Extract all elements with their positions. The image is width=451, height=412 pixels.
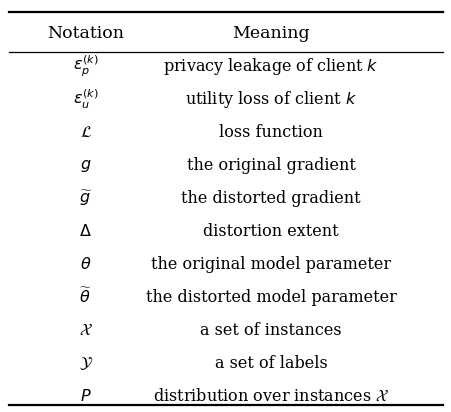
Text: $\Delta$: $\Delta$ bbox=[79, 223, 92, 240]
Text: distribution over instances $\mathcal{X}$: distribution over instances $\mathcal{X}… bbox=[153, 388, 388, 405]
Text: the distorted model parameter: the distorted model parameter bbox=[145, 289, 396, 306]
Text: $\widetilde{g}$: $\widetilde{g}$ bbox=[79, 189, 92, 208]
Text: the original model parameter: the original model parameter bbox=[151, 256, 391, 273]
Text: Meaning: Meaning bbox=[232, 25, 309, 42]
Text: $\widetilde{\theta}$: $\widetilde{\theta}$ bbox=[79, 288, 92, 307]
Text: $P$: $P$ bbox=[80, 388, 92, 405]
Text: $\mathcal{L}$: $\mathcal{L}$ bbox=[79, 124, 92, 141]
Text: $\theta$: $\theta$ bbox=[80, 256, 92, 273]
Text: $\mathcal{Y}$: $\mathcal{Y}$ bbox=[78, 355, 93, 372]
Text: privacy leakage of client $k$: privacy leakage of client $k$ bbox=[163, 56, 378, 77]
Text: $\mathcal{X}$: $\mathcal{X}$ bbox=[79, 322, 92, 339]
Text: loss function: loss function bbox=[219, 124, 322, 141]
Text: Notation: Notation bbox=[47, 25, 124, 42]
Text: a set of instances: a set of instances bbox=[200, 322, 341, 339]
Text: $\epsilon_p^{(k)}$: $\epsilon_p^{(k)}$ bbox=[73, 54, 98, 79]
Text: $\epsilon_u^{(k)}$: $\epsilon_u^{(k)}$ bbox=[73, 88, 98, 111]
Text: distortion extent: distortion extent bbox=[203, 223, 338, 240]
Text: the original gradient: the original gradient bbox=[186, 157, 355, 174]
Text: the distorted gradient: the distorted gradient bbox=[181, 190, 360, 207]
Text: a set of labels: a set of labels bbox=[214, 355, 327, 372]
Text: $g$: $g$ bbox=[80, 157, 92, 174]
Text: utility loss of client $k$: utility loss of client $k$ bbox=[185, 89, 356, 110]
